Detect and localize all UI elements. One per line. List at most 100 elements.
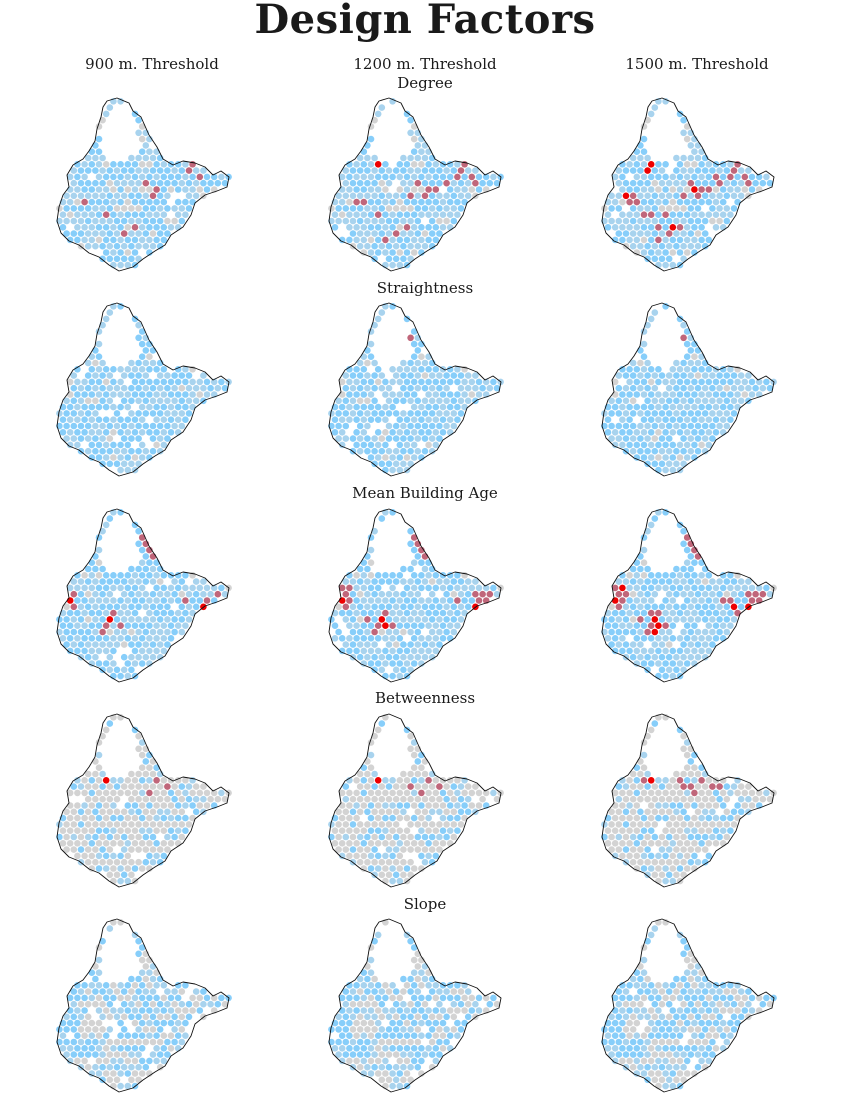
hex-cell — [66, 1057, 74, 1065]
hex-cell — [608, 833, 615, 841]
hex-cell — [637, 653, 644, 661]
hex-cell — [629, 565, 637, 573]
hex-cell — [741, 391, 749, 398]
hex-cell — [683, 353, 691, 360]
hex-cell — [367, 186, 375, 193]
hex-cell — [647, 429, 655, 436]
hex-cell — [356, 628, 364, 636]
hex-cell — [629, 821, 637, 828]
hex-cell — [694, 590, 702, 598]
hex-cell — [84, 988, 92, 995]
hex-cell — [658, 603, 666, 611]
hex-cell — [138, 597, 146, 604]
hex-cell — [701, 167, 709, 174]
hex-cell — [396, 1007, 404, 1014]
hex-cell — [389, 378, 396, 386]
hex-cell — [421, 154, 429, 162]
hex-cell — [356, 372, 364, 379]
hex-cell — [651, 1051, 659, 1058]
hex-cell — [403, 777, 411, 784]
hex-cell — [655, 840, 662, 847]
hex-cell — [128, 242, 135, 250]
hex-cell — [149, 795, 157, 803]
hex-cell — [70, 833, 78, 841]
hex-cell — [676, 1070, 684, 1077]
hex-cell — [124, 1057, 132, 1065]
hex-cell — [450, 397, 458, 405]
hex-cell — [644, 653, 651, 661]
hex-cell — [709, 821, 716, 828]
hex-cell — [364, 242, 371, 250]
hex-cell — [694, 808, 702, 816]
hex-cell — [128, 578, 135, 585]
hex-cell — [450, 1000, 458, 1008]
hex-cell — [644, 666, 651, 674]
hex-cell — [745, 590, 752, 598]
hex-cell — [727, 391, 734, 398]
hex-cell — [454, 1007, 461, 1014]
hex-cell — [146, 622, 153, 629]
hex-cell — [338, 789, 346, 797]
hex-cell — [135, 858, 142, 866]
hex-cell — [662, 261, 669, 269]
hex-cell — [106, 653, 114, 661]
hex-cell — [658, 242, 666, 250]
hex-cell — [651, 230, 659, 237]
hex-cell — [56, 821, 63, 828]
hex-cell — [611, 1045, 619, 1052]
hex-cell — [364, 1000, 371, 1008]
hex-cell — [748, 584, 756, 592]
hex-cell — [655, 416, 662, 423]
hex-cell — [669, 647, 677, 655]
hex-cell — [338, 211, 346, 218]
hex-cell — [669, 660, 677, 667]
hex-cell — [673, 871, 680, 879]
hex-cell — [400, 384, 407, 392]
hex-cell — [662, 391, 669, 398]
hex-cell — [741, 186, 749, 193]
hex-cell — [446, 789, 454, 797]
hex-cell — [88, 597, 96, 604]
hex-cell — [432, 840, 440, 847]
hex-cell — [680, 167, 687, 174]
hex-cell — [113, 783, 121, 790]
hex-cell — [665, 1026, 673, 1033]
hex-cell — [669, 877, 677, 885]
hex-cell — [712, 429, 720, 436]
hex-cell — [766, 590, 774, 598]
hex-cell — [730, 410, 738, 417]
hex-cell — [346, 1019, 353, 1027]
hex-cell — [626, 1045, 633, 1052]
hex-cell — [446, 378, 454, 386]
hex-cell — [164, 384, 171, 392]
hex-cell — [389, 261, 396, 269]
hex-cell — [658, 988, 666, 995]
hex-cell — [611, 647, 619, 655]
hex-cell — [665, 858, 673, 866]
hex-cell — [142, 1038, 150, 1046]
hex-cell — [450, 422, 458, 430]
hex-cell — [128, 255, 135, 263]
hex-cell — [113, 808, 121, 816]
hex-cell — [446, 403, 454, 411]
hex-cell — [647, 236, 655, 244]
hex-cell — [389, 1045, 396, 1052]
hex-cell — [102, 429, 110, 436]
hex-cell — [439, 789, 447, 797]
hex-cell — [382, 647, 389, 655]
hex-cell — [153, 635, 160, 642]
hex-cell — [425, 1032, 432, 1039]
hex-cell — [164, 1000, 171, 1008]
hex-cell — [113, 410, 121, 417]
hex-cell — [457, 783, 465, 790]
hex-cell — [99, 770, 106, 778]
hex-cell — [135, 1063, 142, 1071]
hex-cell — [110, 789, 117, 797]
hex-cell — [138, 814, 146, 822]
hex-cell — [626, 827, 633, 834]
hex-cell — [454, 789, 461, 797]
hex-cell — [701, 242, 709, 250]
hex-cell — [349, 167, 357, 174]
hex-cell — [106, 384, 114, 392]
hex-cell — [171, 372, 178, 379]
